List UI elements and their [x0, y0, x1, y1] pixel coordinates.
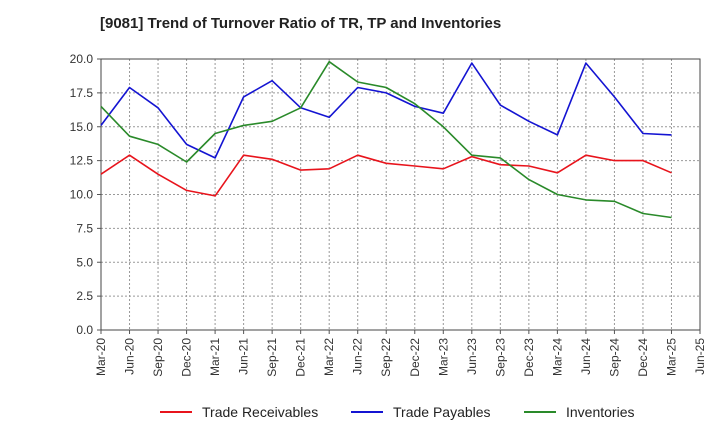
x-tick-label: Sep-22 — [379, 338, 393, 377]
x-tick-label: Jun-22 — [351, 338, 365, 375]
y-tick-label: 20.0 — [70, 52, 94, 66]
series-line-1 — [100, 62, 672, 159]
x-tick-label: Jun-20 — [123, 338, 137, 375]
x-tick-label: Mar-21 — [208, 338, 222, 376]
x-tick-label: Jun-24 — [579, 338, 593, 375]
legend-item: Trade Receivables — [160, 404, 318, 420]
series-line-0 — [100, 154, 672, 197]
y-tick-label: 17.5 — [70, 86, 94, 100]
y-tick-label: 7.5 — [76, 221, 93, 235]
x-tick-label: Dec-22 — [408, 338, 422, 377]
y-tick-label: 10.0 — [70, 188, 94, 202]
series-lines — [100, 60, 672, 219]
x-tick-label: Mar-23 — [436, 338, 450, 376]
x-tick-label: Mar-22 — [322, 338, 336, 376]
y-tick-label: 12.5 — [70, 154, 94, 168]
legend-label: Inventories — [566, 404, 635, 420]
x-tick-label: Mar-25 — [664, 338, 678, 376]
y-tick-label: 5.0 — [76, 255, 93, 269]
x-tick-label: Jun-25 — [693, 338, 707, 375]
series-line-2 — [100, 60, 672, 219]
legend-swatch — [524, 411, 556, 413]
x-axis-ticks: Mar-20 Jun-20 Sep-20 Dec-20 Mar-21 Jun-21 Sep-… — [94, 330, 707, 377]
grid-lines — [101, 58, 700, 330]
y-tick-label: 15.0 — [70, 120, 94, 134]
x-tick-label: Mar-24 — [550, 338, 564, 376]
y-tick-label: 0.0 — [76, 323, 93, 337]
x-tick-label: Dec-23 — [522, 338, 536, 377]
x-tick-label: Mar-20 — [94, 338, 108, 376]
y-tick-label: 2.5 — [76, 289, 93, 303]
x-tick-label: Jun-23 — [465, 338, 479, 375]
legend-label: Trade Receivables — [202, 404, 319, 420]
x-tick-label: Sep-20 — [151, 338, 165, 377]
x-tick-label: Dec-24 — [636, 338, 650, 377]
x-tick-label: Jun-21 — [237, 338, 251, 375]
y-axis-ticks: 0.0 2.5 5.0 7.5 10.0 12.5 15.0 17.5 20.0 — [70, 52, 101, 337]
x-tick-label: Sep-24 — [607, 338, 621, 377]
x-tick-label: Sep-21 — [265, 338, 279, 377]
legend-label: Trade Payables — [393, 404, 491, 420]
legend-swatch — [351, 411, 383, 413]
x-tick-label: Dec-21 — [294, 338, 308, 377]
legend-swatch — [160, 411, 192, 413]
legend-item: Trade Payables — [351, 404, 491, 420]
x-tick-label: Dec-20 — [180, 338, 194, 377]
legend-item: Inventories — [524, 404, 634, 420]
x-tick-label: Sep-23 — [493, 338, 507, 377]
legend: Trade Receivables Trade Payables Inventori… — [0, 404, 720, 426]
chart-title: [9081] Trend of Turnover Ratio of TR, TP… — [100, 15, 502, 32]
